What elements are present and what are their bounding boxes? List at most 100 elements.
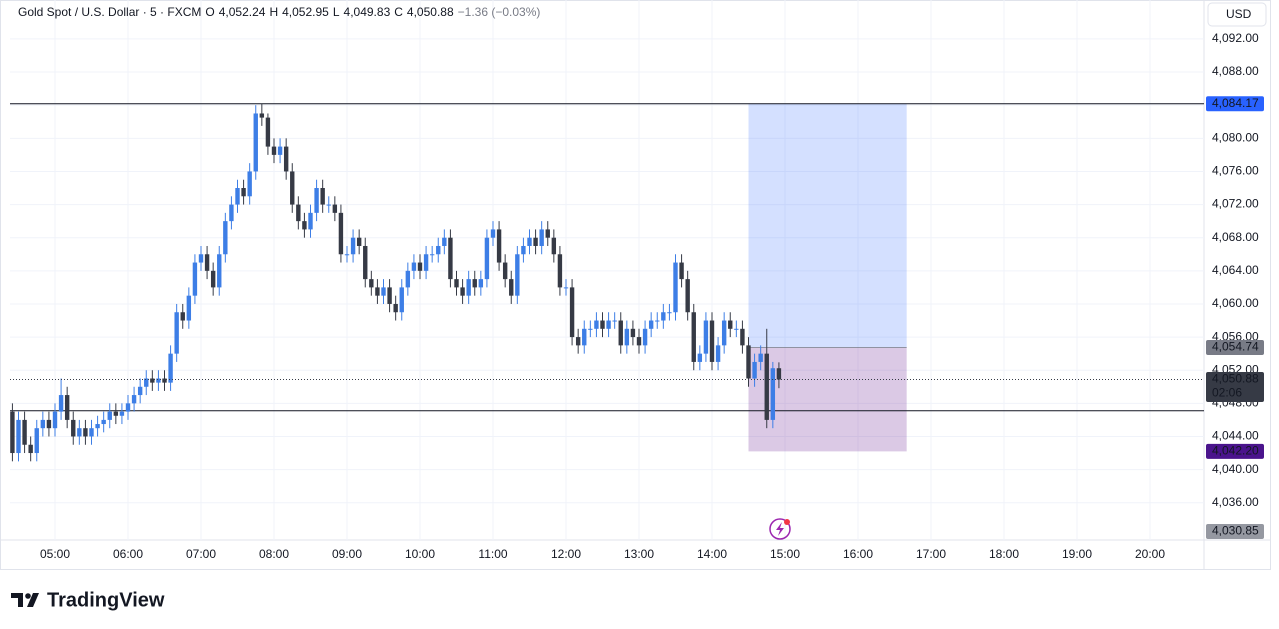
- candle-body: [204, 254, 210, 271]
- price-tag-label: 4,084.17: [1212, 96, 1259, 110]
- ohlc-value: 4,052.24: [218, 5, 266, 19]
- candle-body: [58, 395, 64, 412]
- candle-body: [527, 237, 532, 246]
- alert-icon[interactable]: [769, 518, 791, 540]
- candle-body: [210, 270, 216, 288]
- x-tick-label: 05:00: [40, 547, 70, 561]
- x-tick-label: 10:00: [405, 547, 435, 561]
- candle-body: [496, 229, 502, 263]
- candle-body: [648, 320, 654, 329]
- x-tick-label: 08:00: [259, 547, 289, 561]
- candle-body: [594, 320, 599, 329]
- price-tag: [1206, 96, 1264, 112]
- candle-body: [259, 113, 265, 118]
- ohlc-key: H: [269, 5, 279, 19]
- candle-body: [101, 419, 106, 425]
- candle-body: [551, 237, 557, 255]
- candle-body: [350, 237, 356, 255]
- currency-button[interactable]: [1207, 2, 1267, 27]
- x-tick-label: 17:00: [916, 547, 946, 561]
- y-tick-label: 4,068.00: [1212, 230, 1259, 244]
- candle-body: [16, 419, 21, 454]
- y-tick-label: 4,092.00: [1212, 31, 1259, 45]
- candle-body: [168, 353, 173, 383]
- candle-body: [235, 188, 240, 205]
- x-tick-label: 09:00: [332, 547, 362, 561]
- candle-body: [429, 254, 435, 256]
- candle-body: [125, 403, 131, 412]
- candle-body: [600, 320, 605, 329]
- x-tick-label: 16:00: [843, 547, 873, 561]
- candle-body: [454, 279, 459, 288]
- y-tick-label: 4,056.00: [1212, 329, 1259, 343]
- candle-body: [588, 328, 593, 330]
- candle-body: [241, 188, 246, 197]
- price-tag: [1206, 371, 1264, 402]
- candle-body: [192, 262, 198, 296]
- candle-body: [381, 287, 386, 296]
- candle-body: [721, 320, 727, 346]
- price-tag-label: 4,054.74: [1212, 340, 1259, 354]
- candle-body: [691, 312, 696, 362]
- candle-body: [770, 368, 776, 420]
- candle-body: [636, 337, 642, 346]
- ohlc-key: C: [394, 5, 403, 19]
- candle-body: [156, 378, 161, 383]
- candle-body: [10, 411, 15, 454]
- candle-body: [734, 328, 739, 330]
- candle-body: [533, 237, 538, 246]
- candle-body: [709, 320, 715, 362]
- candle-body: [539, 229, 544, 246]
- candle-body: [387, 287, 392, 304]
- price-tag-label: 4,030.85: [1212, 524, 1259, 538]
- candle-body: [667, 312, 672, 314]
- ohlc-value: 4,052.95: [282, 5, 329, 19]
- candle-body: [393, 303, 398, 313]
- candle-body: [557, 254, 563, 288]
- candle-body: [776, 368, 782, 380]
- ohlc-key: O: [205, 5, 215, 19]
- candle-body: [521, 245, 526, 255]
- candle-body: [46, 419, 52, 429]
- candle-body: [290, 171, 295, 205]
- candle-body: [502, 262, 508, 280]
- price-tag: [1206, 524, 1264, 539]
- candle-body: [661, 312, 666, 321]
- candle-body: [442, 237, 447, 246]
- candle-body: [253, 113, 258, 172]
- x-tick-label: 15:00: [770, 547, 800, 561]
- candle-body: [448, 237, 453, 280]
- candle-body: [302, 221, 307, 230]
- candle-body: [630, 328, 636, 338]
- ohlc-key: L: [332, 5, 340, 19]
- x-tick-label: 18:00: [989, 547, 1019, 561]
- candle-body: [363, 245, 368, 280]
- candle-body: [509, 279, 514, 296]
- candle-body: [338, 212, 344, 255]
- candle-body: [52, 411, 58, 429]
- candle-body: [162, 378, 167, 383]
- y-tick-label: 4,088.00: [1212, 64, 1259, 78]
- candle-body: [582, 328, 587, 346]
- logo-text: TradingView: [47, 589, 165, 611]
- candle-body: [715, 345, 721, 362]
- candle-body: [375, 287, 380, 296]
- y-tick-label: 4,060.00: [1212, 296, 1259, 310]
- candle-body: [758, 353, 763, 362]
- candle-body: [89, 428, 94, 437]
- candle-body: [326, 204, 331, 206]
- candle-body: [460, 287, 465, 296]
- candle-body: [180, 312, 185, 321]
- change: −1.36 (−0.03%): [457, 5, 541, 19]
- candle-body: [119, 411, 125, 416]
- y-tick-label: 4,080.00: [1212, 130, 1259, 144]
- ohlc-value: 4,050.88: [406, 5, 454, 19]
- candle-body: [174, 312, 179, 354]
- candle-body: [28, 444, 33, 454]
- candle-body: [405, 270, 411, 288]
- candle-body: [356, 237, 362, 246]
- axes: 4,036.004,040.004,044.004,048.004,052.00…: [40, 31, 1264, 561]
- x-tick-label: 07:00: [186, 547, 216, 561]
- price-tag-label: 4,050.88: [1212, 372, 1259, 386]
